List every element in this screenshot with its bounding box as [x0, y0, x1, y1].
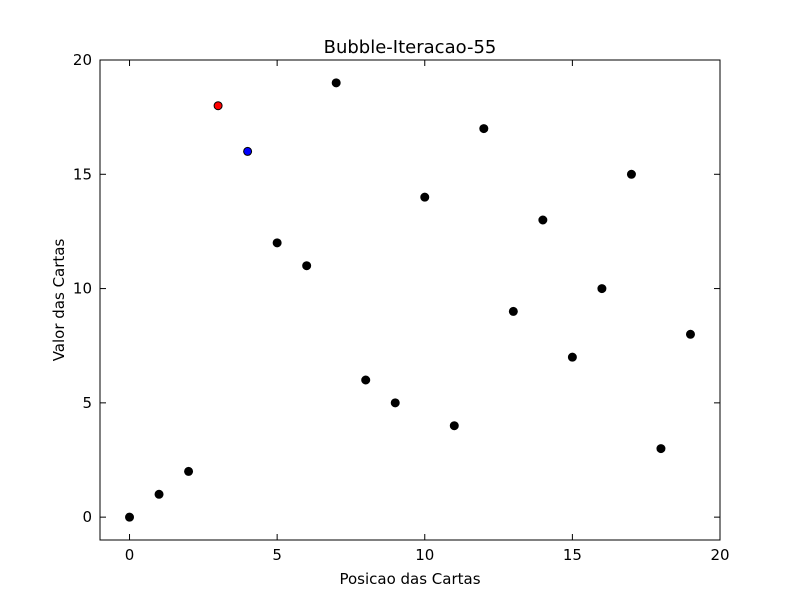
- data-point: [331, 78, 341, 88]
- data-point: [479, 124, 489, 134]
- data-point: [302, 261, 312, 271]
- x-tick-label: 10: [415, 546, 434, 564]
- x-axis-label: Posicao das Cartas: [339, 570, 480, 588]
- data-point: [626, 169, 636, 179]
- data-point: [272, 238, 282, 248]
- axis-ticks: 0 5 10 15 20 0 5 10 15 20: [73, 51, 730, 564]
- y-tick-label: 5: [82, 394, 92, 412]
- data-point: [420, 192, 430, 202]
- data-point: [184, 466, 194, 476]
- x-tick-label: 0: [125, 546, 135, 564]
- y-tick-label: 20: [73, 51, 92, 69]
- x-tick-label: 20: [710, 546, 729, 564]
- data-point: [125, 512, 135, 522]
- data-point: [597, 284, 607, 294]
- data-point: [656, 444, 666, 454]
- data-point: [685, 329, 695, 339]
- data-point: [449, 421, 459, 431]
- data-point: [243, 146, 253, 156]
- data-point: [567, 352, 577, 362]
- y-axis-label: Valor das Cartas: [50, 239, 68, 362]
- data-point: [361, 375, 371, 385]
- x-tick-label: 15: [563, 546, 582, 564]
- data-point: [213, 101, 223, 111]
- chart-title: Bubble-Iteracao-55: [324, 37, 497, 58]
- data-points: [125, 78, 695, 522]
- data-point: [508, 306, 518, 316]
- x-tick-label: 5: [272, 546, 282, 564]
- y-tick-label: 10: [73, 280, 92, 298]
- y-tick-label: 15: [73, 165, 92, 183]
- plot-frame: [99, 59, 721, 541]
- data-point: [154, 489, 164, 499]
- y-tick-label: 0: [82, 508, 92, 526]
- data-point: [538, 215, 548, 225]
- data-point: [390, 398, 400, 408]
